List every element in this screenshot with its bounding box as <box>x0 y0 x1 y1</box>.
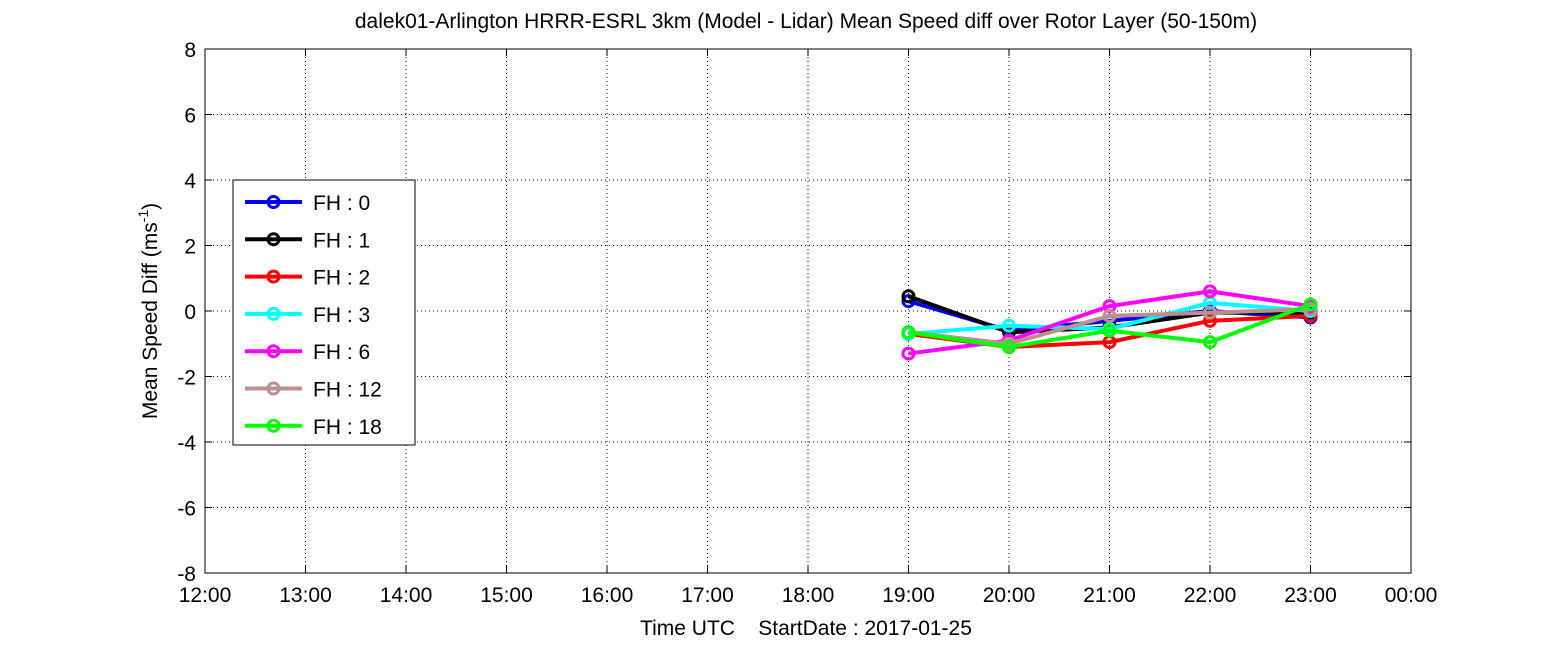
y-tick-label: 6 <box>184 105 196 128</box>
legend-marker <box>266 418 281 433</box>
y-axis-label-prefix: Mean Speed Diff (ms <box>139 222 162 419</box>
legend-marker <box>266 269 281 284</box>
legend-item: FH : 6 <box>245 341 370 364</box>
legend-label: FH : 12 <box>313 379 382 402</box>
data-point <box>901 346 916 361</box>
series <box>901 284 1318 361</box>
data-point <box>1203 284 1217 299</box>
y-axis-label-suffix: ) <box>139 203 162 210</box>
legend-item: FH : 0 <box>245 192 370 215</box>
axis-ticks <box>204 48 1412 574</box>
x-tick-label: 13:00 <box>279 584 332 607</box>
data-point <box>1203 335 1217 350</box>
legend-item: FH : 12 <box>245 379 382 402</box>
legend-label: FH : 2 <box>313 267 370 290</box>
legend-label: FH : 18 <box>313 416 382 439</box>
y-tick-label: 0 <box>184 301 196 324</box>
x-tick-label: 12:00 <box>179 584 232 607</box>
data-point <box>901 294 916 309</box>
x-tick-label: 20:00 <box>983 584 1036 607</box>
y-tick-label: -4 <box>177 432 196 455</box>
data-point <box>1303 302 1318 317</box>
x-tick-label: 18:00 <box>782 584 835 607</box>
x-tick-label: 14:00 <box>380 584 433 607</box>
data-point <box>901 289 916 304</box>
y-axis-label-superscript: -1 <box>135 210 151 223</box>
legend-marker <box>266 195 281 209</box>
x-tick-label: 22:00 <box>1184 584 1237 607</box>
legend-item: FH : 1 <box>245 229 370 252</box>
data-point <box>1203 305 1217 320</box>
data-point <box>1203 313 1217 328</box>
data-point <box>1002 318 1016 333</box>
data-point <box>1002 340 1016 355</box>
legend-label: FH : 6 <box>313 341 370 364</box>
legend-marker <box>266 306 281 321</box>
legend: FH : 0 FH : 1 FH : 2 FH : 3 FH : 6 FH : 12 FH … <box>232 179 416 446</box>
data-point <box>1102 308 1117 323</box>
x-tick-label: 21:00 <box>1083 584 1136 607</box>
y-axis-tick-labels: -8 -6 -4 -2 0 2 4 6 8 <box>177 39 196 586</box>
y-tick-label: -8 <box>177 563 196 586</box>
data-point <box>1303 297 1318 312</box>
series-5 <box>901 284 1318 361</box>
x-tick-label: 16:00 <box>581 584 634 607</box>
x-axis-label: Time UTC StartDate : 2017-01-25 <box>640 617 972 640</box>
legend-marker <box>266 381 281 396</box>
data-point <box>1102 323 1117 338</box>
series-line <box>908 302 1312 350</box>
x-tick-label: 19:00 <box>882 584 935 607</box>
data-point <box>901 325 916 340</box>
legend-label: FH : 1 <box>313 229 370 252</box>
legend-label: FH : 0 <box>313 192 370 215</box>
x-tick-label: 15:00 <box>480 584 533 607</box>
legend-item: FH : 3 <box>245 304 370 327</box>
series-line <box>908 289 1311 356</box>
y-tick-label: -6 <box>177 498 196 521</box>
series-7 <box>901 297 1318 355</box>
legend-marker <box>266 232 281 247</box>
legend-label: FH : 3 <box>313 304 370 327</box>
y-tick-label: -2 <box>177 367 196 390</box>
y-tick-label: 8 <box>184 39 196 62</box>
x-tick-label: 23:00 <box>1284 584 1337 607</box>
x-axis-tick-labels: 12:00 13:00 14:00 15:00 16:00 17:00 18:00 19:00… <box>179 584 1438 607</box>
y-axis-label: Mean Speed Diff (ms-1) <box>135 203 162 419</box>
legend-marker <box>266 344 281 359</box>
x-tick-label: 00:00 <box>1385 584 1438 607</box>
legend-item: FH : 2 <box>245 267 370 290</box>
y-tick-label: 4 <box>184 170 196 193</box>
x-tick-label: 17:00 <box>681 584 734 607</box>
series-line <box>908 307 1311 346</box>
legend-item: FH : 18 <box>245 416 382 439</box>
y-tick-label: 2 <box>184 236 196 259</box>
chart-title: dalek01-Arlington HRRR-ESRL 3km (Model -… <box>355 10 1257 33</box>
